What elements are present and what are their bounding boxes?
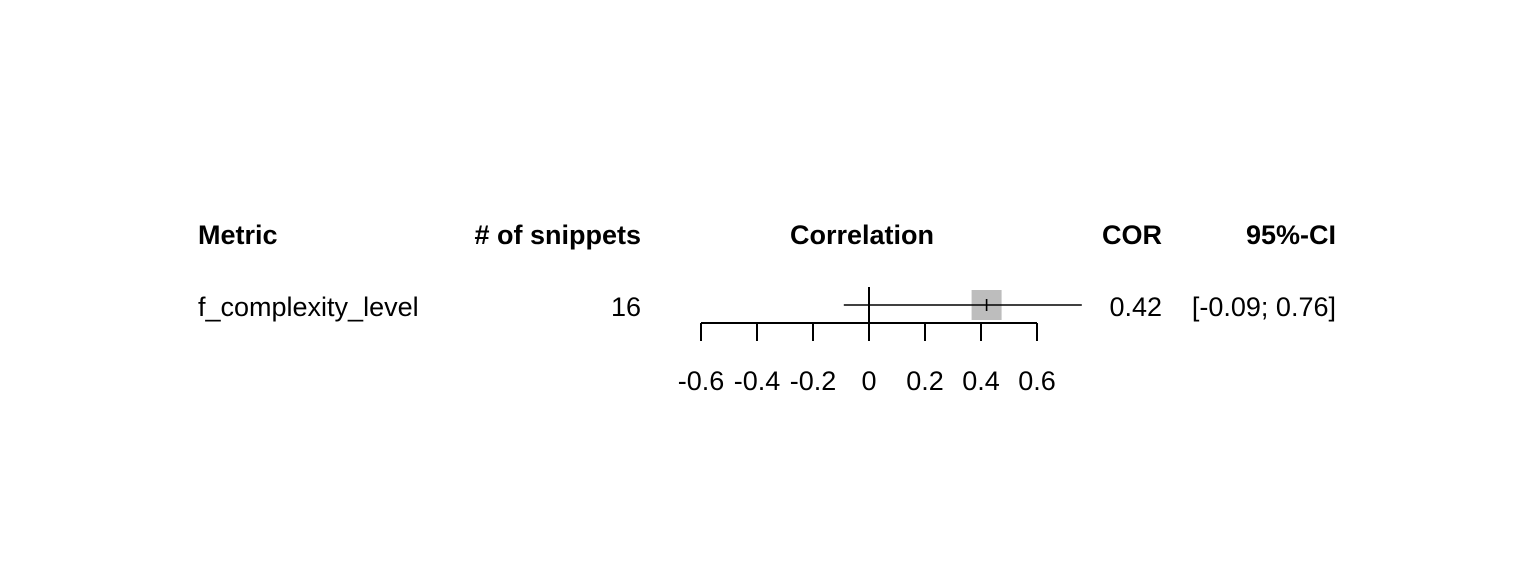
header-correlation: Correlation xyxy=(790,220,935,250)
header-ci: 95%-CI xyxy=(1245,220,1336,250)
header-cor: COR xyxy=(1102,220,1162,250)
x-tick-label: 0.2 xyxy=(906,366,944,396)
row-metric-label: f_complexity_level xyxy=(198,292,419,322)
x-tick-label: -0.4 xyxy=(734,366,781,396)
header-snippets: # of snippets xyxy=(474,220,641,250)
row-cor-value: 0.42 xyxy=(1109,292,1162,322)
header-metric: Metric xyxy=(198,220,278,250)
x-tick-label: -0.6 xyxy=(678,366,725,396)
x-tick-label: -0.2 xyxy=(790,366,837,396)
x-tick-label: 0.4 xyxy=(962,366,1000,396)
x-tick-label: 0 xyxy=(861,366,876,396)
x-tick-label: 0.6 xyxy=(1018,366,1056,396)
row-ci-value: [-0.09; 0.76] xyxy=(1191,292,1336,322)
row-snippets-count: 16 xyxy=(610,292,641,322)
